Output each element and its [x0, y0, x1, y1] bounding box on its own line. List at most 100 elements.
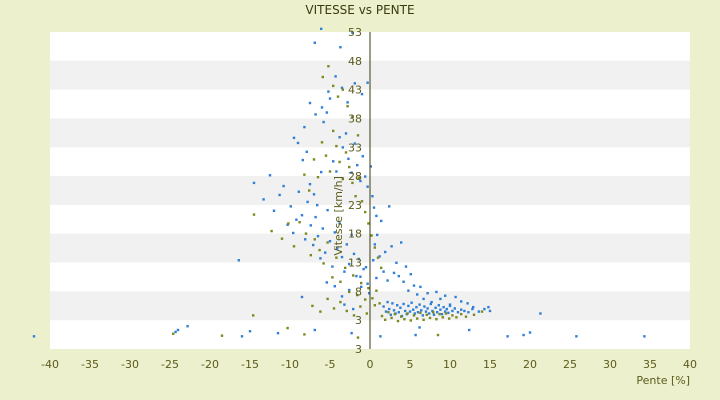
data-point	[487, 305, 490, 309]
data-point	[356, 293, 359, 297]
data-point	[332, 160, 335, 163]
data-point	[380, 266, 383, 270]
data-point	[355, 274, 358, 278]
data-point	[332, 129, 335, 133]
data-point	[282, 184, 285, 188]
x-tick-label: -30	[121, 358, 139, 371]
data-point	[419, 311, 422, 315]
data-point	[304, 238, 307, 241]
data-point	[262, 198, 265, 201]
data-point	[364, 298, 367, 301]
data-point	[361, 155, 364, 158]
data-point	[326, 208, 329, 212]
data-point	[314, 215, 317, 219]
data-point	[382, 270, 385, 273]
y-tick-label: 38	[348, 112, 362, 125]
data-point	[186, 324, 189, 328]
data-point	[488, 309, 492, 313]
data-point	[425, 313, 428, 316]
data-point	[439, 297, 442, 301]
data-point	[460, 300, 463, 303]
data-point	[248, 330, 252, 333]
data-point	[278, 193, 281, 197]
data-point	[320, 170, 323, 174]
x-tick-label: 25	[563, 358, 577, 371]
data-point	[444, 312, 448, 315]
data-point	[428, 316, 432, 320]
data-point	[366, 282, 369, 285]
data-point	[353, 142, 356, 145]
data-point	[431, 309, 434, 313]
data-point	[287, 222, 290, 225]
data-point	[309, 253, 312, 257]
data-point	[389, 313, 392, 316]
data-point	[409, 272, 412, 276]
data-point	[397, 274, 400, 278]
data-point	[252, 181, 256, 185]
data-point	[368, 292, 371, 295]
data-point	[300, 214, 304, 217]
data-point	[410, 301, 413, 304]
data-point	[309, 224, 312, 227]
data-point	[418, 303, 421, 306]
data-point	[305, 150, 308, 154]
data-point	[352, 307, 355, 311]
data-point	[387, 311, 390, 314]
y-tick-label: 3	[355, 343, 362, 356]
data-point	[270, 229, 273, 233]
x-tick-label: 40	[683, 358, 697, 371]
data-point	[360, 281, 363, 285]
x-tick-label: 5	[407, 358, 414, 371]
data-point	[392, 271, 396, 275]
data-point	[384, 250, 387, 254]
data-point	[371, 195, 374, 198]
data-point	[435, 290, 438, 294]
data-point	[375, 289, 378, 292]
data-point	[312, 243, 315, 247]
data-point	[316, 175, 320, 179]
data-point	[396, 319, 400, 323]
data-point	[352, 314, 356, 317]
data-point	[292, 245, 296, 248]
data-point	[422, 297, 425, 301]
data-point	[448, 317, 451, 320]
data-point	[414, 333, 417, 337]
data-point	[335, 170, 338, 173]
data-point	[326, 297, 329, 301]
data-point	[460, 308, 463, 311]
data-point	[172, 332, 175, 335]
data-point	[308, 101, 312, 105]
data-point	[522, 333, 525, 337]
data-point	[412, 314, 416, 317]
data-point	[328, 97, 332, 100]
data-point	[456, 311, 460, 314]
data-point	[341, 177, 344, 181]
data-point	[348, 262, 351, 266]
data-point	[298, 221, 301, 224]
data-point	[471, 307, 474, 311]
data-point	[268, 174, 272, 177]
data-point	[327, 65, 330, 68]
data-point	[402, 302, 405, 306]
data-point	[365, 312, 368, 315]
data-point	[351, 115, 354, 119]
y-tick-label: 28	[348, 170, 362, 183]
y-tick-label: 48	[348, 55, 362, 68]
data-point	[384, 318, 387, 322]
data-point	[359, 305, 362, 308]
x-tick-label: -25	[161, 358, 179, 371]
x-tick-label: 35	[643, 358, 657, 371]
data-point	[353, 82, 356, 85]
data-point	[396, 304, 399, 307]
data-point	[393, 312, 396, 316]
data-point	[289, 205, 292, 208]
data-point	[336, 246, 339, 250]
x-tick-label: -5	[325, 358, 336, 371]
data-point	[286, 326, 289, 330]
data-point	[416, 317, 419, 320]
data-point	[352, 274, 355, 277]
data-point	[303, 173, 306, 176]
data-point	[324, 154, 328, 157]
data-point	[240, 335, 244, 338]
data-points	[32, 27, 646, 339]
